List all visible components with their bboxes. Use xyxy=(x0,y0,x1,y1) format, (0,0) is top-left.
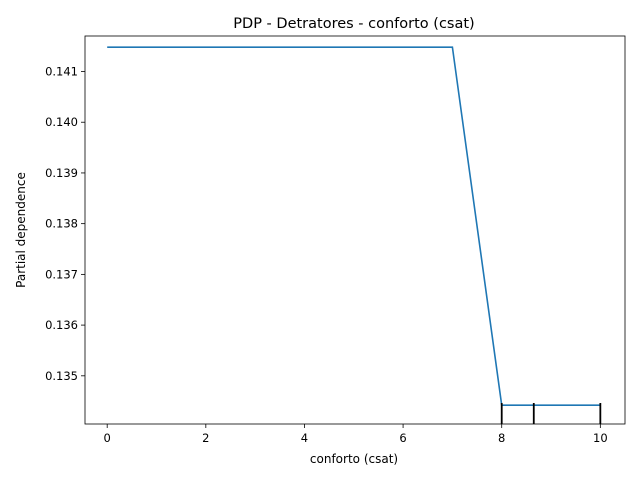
x-tick-label: 0 xyxy=(104,431,111,445)
y-axis-label: Partial dependence xyxy=(14,172,28,288)
plot-area xyxy=(107,46,602,424)
y-tick-label: 0.137 xyxy=(45,267,78,281)
x-tick-label: 6 xyxy=(399,431,406,445)
y-tick-label: 0.135 xyxy=(45,369,78,383)
y-tick-label: 0.139 xyxy=(45,166,78,180)
x-tick-label: 4 xyxy=(301,431,308,445)
y-tick-label: 0.140 xyxy=(45,115,78,129)
series-line-0 xyxy=(107,46,601,407)
x-tick-label: 10 xyxy=(593,431,608,445)
chart-title: PDP - Detratores - conforto (csat) xyxy=(233,16,474,32)
y-tick-label: 0.141 xyxy=(45,65,78,79)
x-tick-label: 8 xyxy=(498,431,505,445)
y-tick-label: 0.138 xyxy=(45,217,78,231)
y-tick-label: 0.136 xyxy=(45,318,78,332)
y-axis: 0.135 0.136 0.137 0.138 0.139 0.140 0.141 xyxy=(45,65,85,383)
x-tick-label: 2 xyxy=(202,431,209,445)
x-axis: 0 2 4 6 8 10 xyxy=(104,424,608,445)
plot-frame xyxy=(84,35,626,425)
x-axis-label: conforto (csat) xyxy=(310,452,398,466)
